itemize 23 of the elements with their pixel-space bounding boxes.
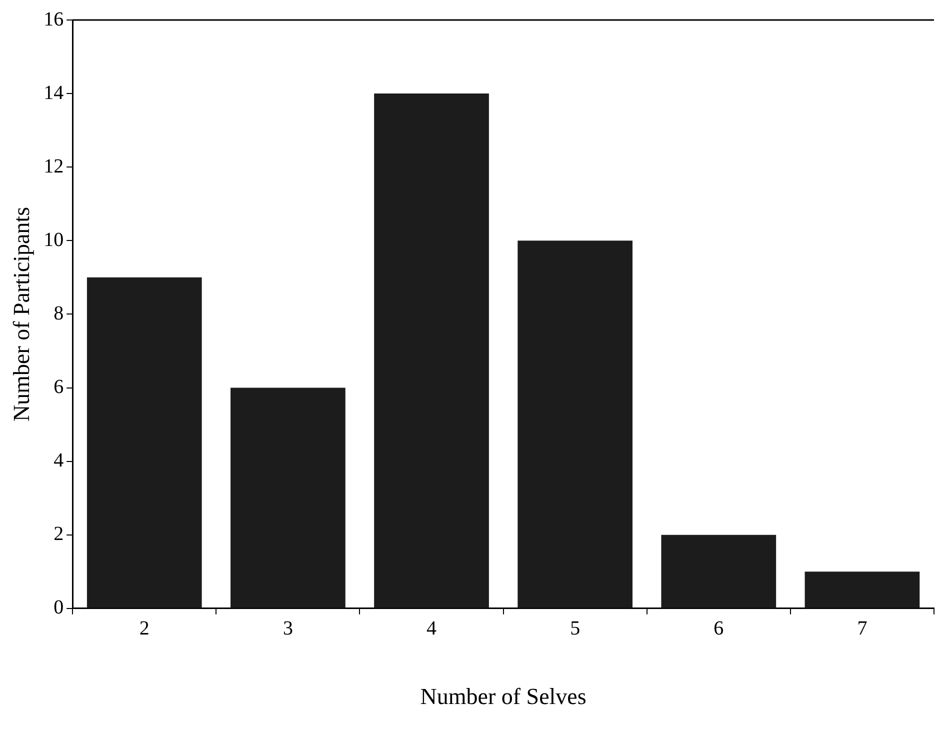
y-axis-title: Number of Participants [8,206,34,422]
y-tick-label: 8 [54,302,64,324]
bar [374,94,489,608]
bar [661,534,776,608]
x-tick-label: 6 [714,618,724,640]
y-tick-label: 2 [54,523,64,546]
bar [86,277,202,608]
y-tick-label: 14 [44,82,64,104]
x-tick-label: 2 [139,618,150,640]
y-tick-label: 0 [54,596,64,619]
y-tick-label: 12 [44,155,64,178]
x-tick-label: 5 [570,618,580,640]
y-tick-label: 4 [54,450,64,472]
y-tick-label: 6 [54,376,64,398]
bar [230,388,346,608]
x-axis-title: Number of Selves [420,684,586,710]
x-tick-label: 4 [426,618,437,640]
bar [518,240,633,608]
y-tick-label: 16 [44,8,64,30]
bar [804,572,920,608]
y-tick-label: 10 [44,228,64,251]
x-tick-label: 7 [857,618,868,640]
x-tick-label: 3 [282,618,293,640]
